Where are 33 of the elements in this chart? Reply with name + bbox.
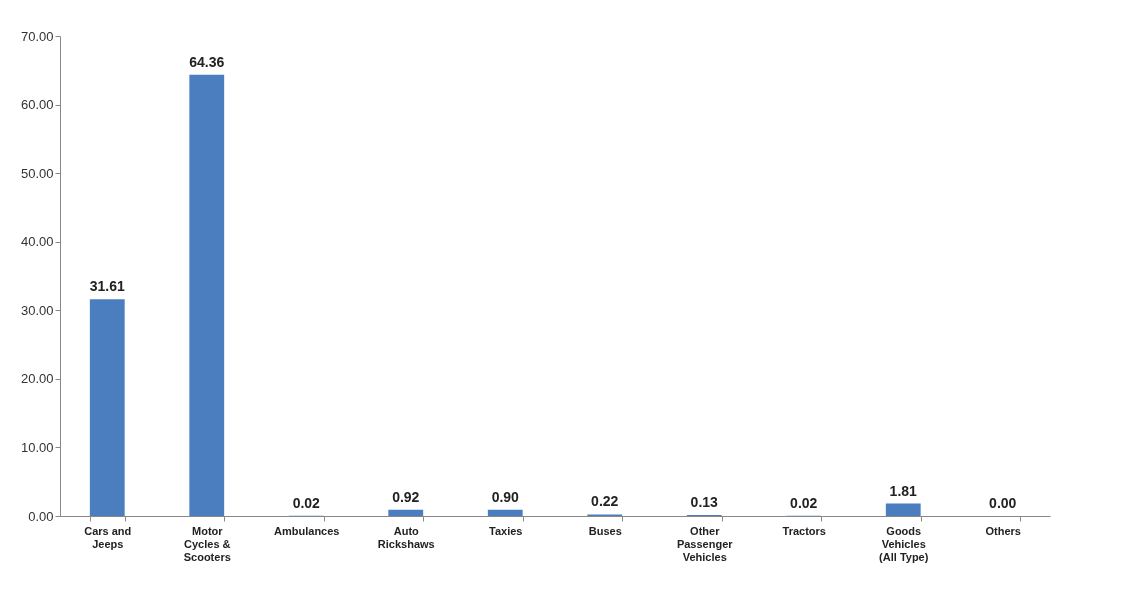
data-label: 0.00 <box>989 495 1017 511</box>
y-tick-label: 50.00 <box>20 165 54 181</box>
data-label: 1.81 <box>889 482 918 499</box>
x-tick-label: Ambulances <box>274 524 340 537</box>
x-tick-label: Other Passenger Vehicles <box>676 524 734 563</box>
x-tick-label: Buses <box>588 524 622 537</box>
bar <box>388 509 424 516</box>
x-tick-label: Taxies <box>489 524 523 537</box>
y-tick-label: 10.00 <box>20 439 54 455</box>
x-tick-label: Motor Cycles & Scooters <box>183 524 231 563</box>
data-label: 0.92 <box>392 488 420 505</box>
bar <box>189 74 225 516</box>
bar <box>89 299 125 516</box>
data-label: 64.36 <box>189 53 225 70</box>
y-tick-label: 60.00 <box>20 97 54 113</box>
x-tick-label: Auto Rickshaws <box>377 524 435 550</box>
y-tick-label: 0.00 <box>28 508 54 524</box>
bar <box>885 503 921 516</box>
y-tick-label: 70.00 <box>20 28 54 44</box>
y-tick-label: 30.00 <box>20 302 54 318</box>
data-label: 0.90 <box>491 488 520 505</box>
x-tick-label: Goods Vehicles (All Type) <box>879 524 929 563</box>
y-tick-label: 40.00 <box>20 234 54 250</box>
x-tick-label: Cars and Jeeps <box>84 524 132 550</box>
data-label: 0.13 <box>690 494 719 511</box>
data-label: 0.02 <box>292 494 321 511</box>
data-label: 31.61 <box>89 278 125 295</box>
data-label: 0.02 <box>790 494 818 511</box>
x-tick-label: Others <box>985 524 1021 537</box>
y-tick-label: 20.00 <box>20 371 54 387</box>
data-label: 0.22 <box>591 493 619 510</box>
x-tick-label: Tractors <box>782 524 826 537</box>
bar <box>487 509 523 516</box>
